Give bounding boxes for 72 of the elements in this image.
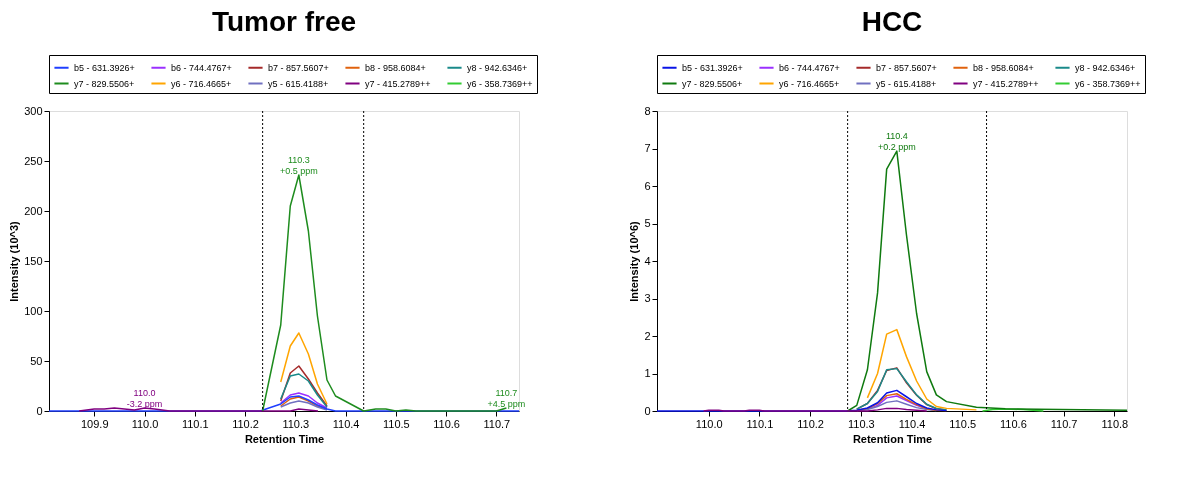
x-tick-label: 110.4 [332, 417, 360, 430]
legend-label: y7 - 829.5506+ [74, 78, 135, 89]
legend-label: y6 - 358.7369++ [1075, 78, 1141, 89]
y-tick-label: 3 [644, 292, 651, 304]
x-axis-title: Retention Time [852, 432, 933, 445]
legend-label: y7 - 415.2789++ [365, 78, 431, 89]
y-axis-title: Intensity (10^3) [8, 220, 21, 302]
legend-label: y6 - 716.4665+ [171, 78, 232, 89]
y-tick-label: 8 [644, 104, 651, 117]
legend-label: b6 - 744.4767+ [779, 62, 840, 73]
y-tick-label: 5 [644, 217, 651, 229]
y-tick-label: 300 [24, 104, 43, 117]
legend-label: b8 - 958.6084+ [973, 62, 1034, 73]
legend-label: y7 - 829.5506+ [682, 78, 743, 89]
y-tick-label: 100 [24, 304, 43, 317]
chart-title: Tumor free [211, 5, 357, 37]
legend-label: y5 - 615.4188+ [268, 78, 329, 89]
y-tick-label: 0 [36, 404, 43, 417]
legend-label: y7 - 415.2789++ [973, 78, 1039, 89]
line-series [279, 332, 328, 405]
annotation: 110.7 +4.5 ppm [487, 388, 526, 409]
line-series [279, 373, 328, 408]
x-tick-label: 110.6 [433, 417, 460, 430]
x-tick-label: 110.2 [232, 417, 259, 430]
x-tick-label: 110.5 [949, 417, 977, 430]
legend-label: b6 - 744.4767+ [171, 62, 232, 73]
y-tick-label: 250 [24, 154, 43, 167]
x-tick-label: 110.3 [282, 417, 310, 430]
annotation: 110.4 +0.2 ppm [877, 131, 916, 153]
legend-label: b7 - 857.5607+ [876, 62, 937, 73]
legend-label: b5 - 631.3926+ [682, 62, 743, 73]
y-axis-title: Intensity (10^6) [628, 220, 641, 302]
x-tick-label: 110.4 [898, 417, 926, 430]
annotation: 110.0 -3.2 ppm [126, 388, 163, 409]
x-tick-label: 110.3 [847, 417, 875, 430]
y-tick-label: 2 [644, 329, 651, 342]
y-tick-label: 6 [644, 179, 651, 192]
y-tick-label: 0 [644, 404, 651, 417]
y-tick-label: 150 [24, 254, 43, 267]
legend-label: b5 - 631.3926+ [74, 62, 135, 73]
legend-label: y8 - 942.6346+ [467, 62, 528, 73]
chart-title: HCC [861, 5, 923, 37]
x-tick-label: 110.7 [1050, 417, 1078, 430]
legend-label: y5 - 615.4188+ [876, 78, 937, 89]
x-tick-label: 110.6 [1000, 417, 1027, 430]
x-tick-label: 110.1 [181, 417, 209, 430]
line-series [279, 400, 328, 411]
y-tick-label: 7 [644, 142, 651, 154]
line-series [856, 367, 948, 411]
x-tick-label: 110.8 [1101, 417, 1129, 430]
legend-label: y6 - 358.7369++ [467, 78, 533, 89]
line-series [846, 150, 1128, 412]
x-tick-label: 110.5 [382, 417, 410, 430]
line-series [866, 328, 978, 411]
line-series [279, 392, 328, 409]
y-tick-label: 1 [644, 367, 651, 379]
x-tick-label: 110.0 [695, 417, 723, 430]
y-tick-label: 4 [644, 254, 651, 267]
y-tick-label: 50 [30, 354, 43, 367]
x-tick-label: 110.7 [483, 417, 511, 430]
y-tick-label: 200 [24, 204, 43, 217]
line-series [279, 365, 328, 407]
legend-label: b8 - 958.6084+ [365, 62, 426, 73]
legend-label: y8 - 942.6346+ [1075, 62, 1136, 73]
annotation: 110.3 +0.5 ppm [279, 155, 318, 176]
x-tick-label: 110.0 [131, 417, 159, 430]
x-tick-label: 110.1 [746, 417, 774, 430]
x-tick-label: 109.9 [80, 417, 109, 430]
legend-label: b7 - 857.5607+ [268, 62, 329, 73]
x-axis-title: Retention Time [244, 432, 325, 445]
legend-label: y6 - 716.4665+ [779, 78, 840, 89]
x-tick-label: 110.2 [797, 417, 824, 430]
